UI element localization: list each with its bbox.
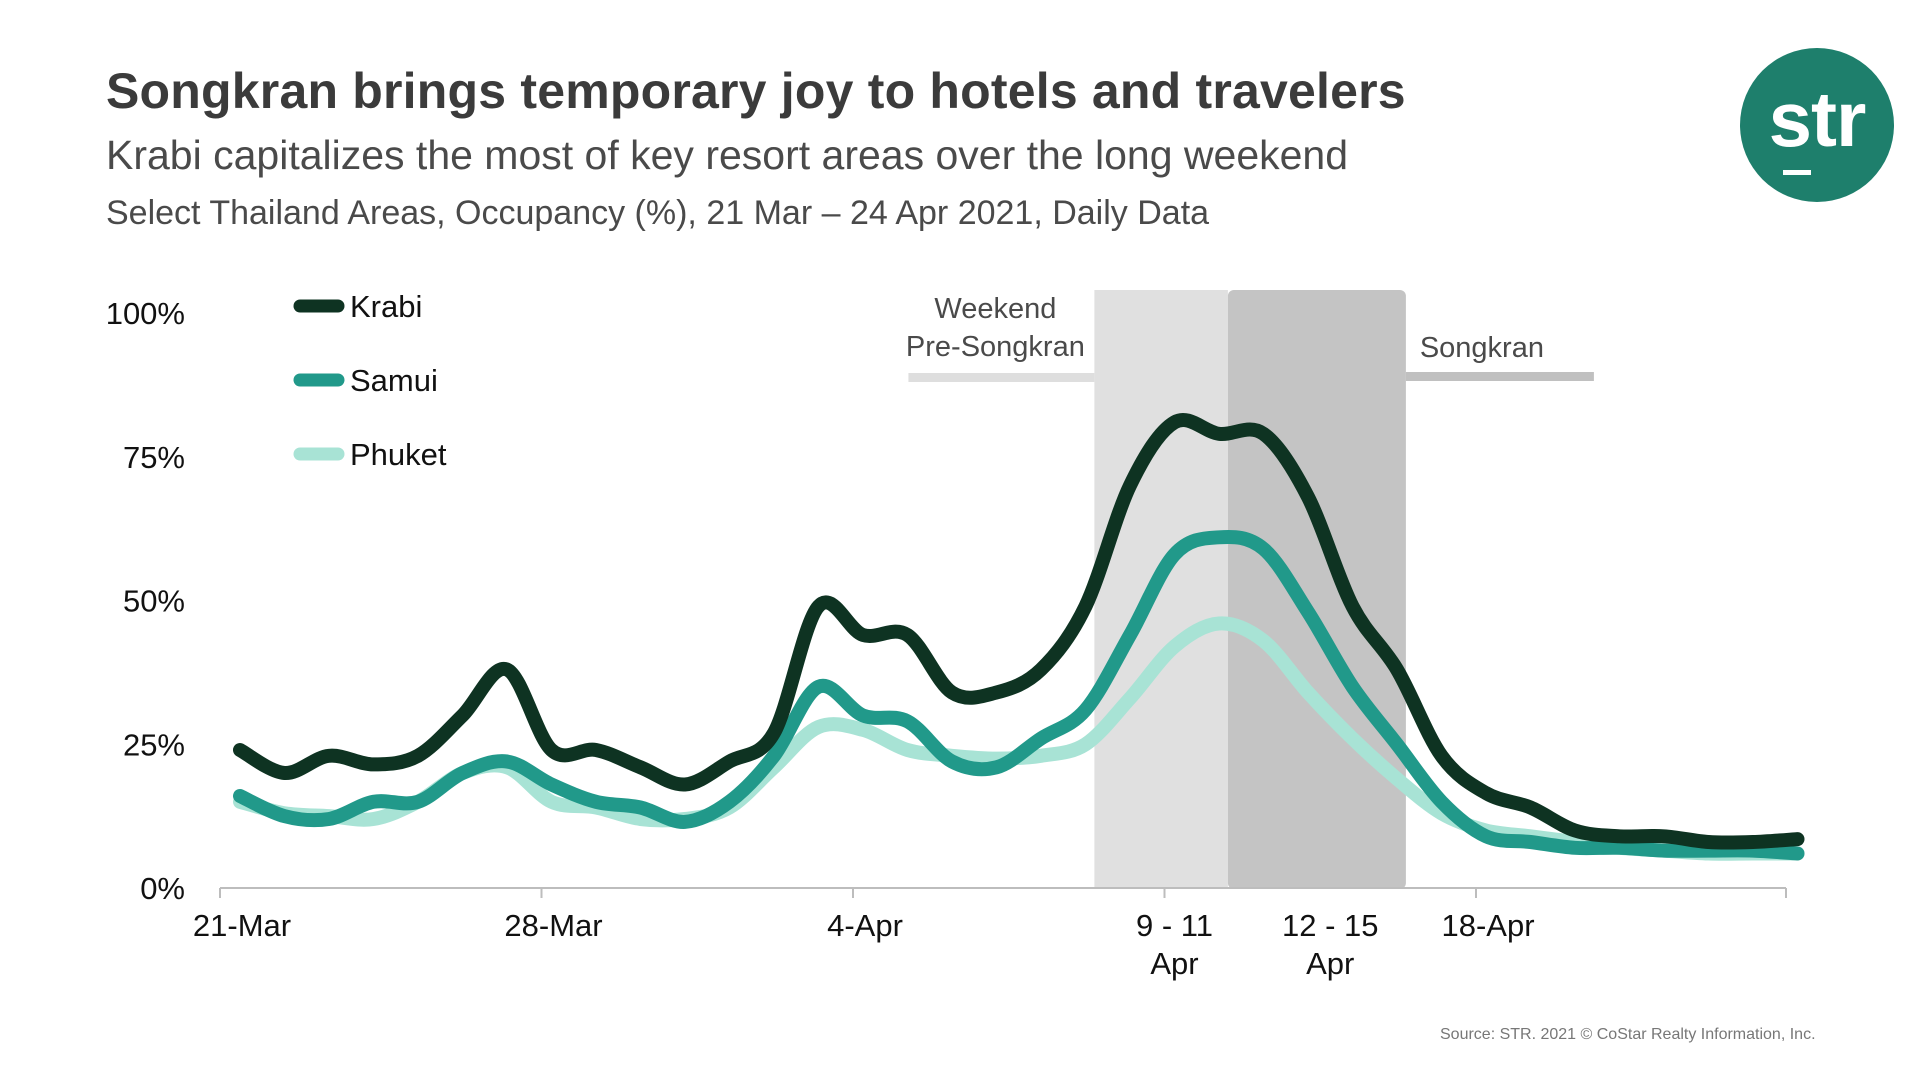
legend-label-krabi: Krabi xyxy=(350,289,422,324)
series-line-krabi xyxy=(233,413,1805,850)
annotation-bar-songkran xyxy=(1405,372,1594,381)
x-tick-label-5-line-2: Apr xyxy=(1306,946,1354,981)
annotation-songkran: Songkran xyxy=(1420,332,1544,364)
annotation-pre-songkran-line-2: Pre-Songkran xyxy=(906,331,1085,363)
chart-title: Songkran brings temporary joy to hotels … xyxy=(106,63,1406,119)
series-line-samui xyxy=(233,529,1805,861)
y-tick-label-0: 0% xyxy=(140,871,185,906)
x-tick-label-4-line-2: Apr xyxy=(1150,946,1198,981)
shaded-period-2 xyxy=(1227,290,1406,889)
x-tick-label-4-line-1: 9 - 11 xyxy=(1136,908,1213,943)
str-logo: str xyxy=(1740,48,1894,202)
x-tick-label-1: 21-Mar xyxy=(193,908,291,943)
legend-label-samui: Samui xyxy=(350,363,438,398)
logo-text: str xyxy=(1768,75,1867,163)
logo-underline xyxy=(1783,170,1811,175)
annotation-bar-pre-songkran xyxy=(908,373,1095,382)
y-tick-label-25: 25% xyxy=(123,727,185,762)
x-tick-label-2: 28-Mar xyxy=(504,908,602,943)
chart-description: Select Thailand Areas, Occupancy (%), 21… xyxy=(106,194,1210,232)
legend-label-phuket: Phuket xyxy=(350,437,447,472)
source-note: Source: STR. 2021 © CoStar Realty Inform… xyxy=(1440,1026,1816,1043)
x-tick-label-3: 4-Apr xyxy=(827,908,903,943)
annotation-pre-songkran-line-1: Weekend xyxy=(934,293,1056,325)
shaded-period-1 xyxy=(1094,290,1228,889)
y-tick-label-50: 50% xyxy=(123,584,185,619)
chart-subtitle: Krabi capitalizes the most of key resort… xyxy=(106,132,1349,178)
y-tick-label-100: 100% xyxy=(106,296,185,331)
x-tick-label-5-line-1: 12 - 15 xyxy=(1282,908,1379,943)
y-tick-label-75: 75% xyxy=(123,440,185,475)
x-tick-label-6: 18-Apr xyxy=(1441,908,1534,943)
